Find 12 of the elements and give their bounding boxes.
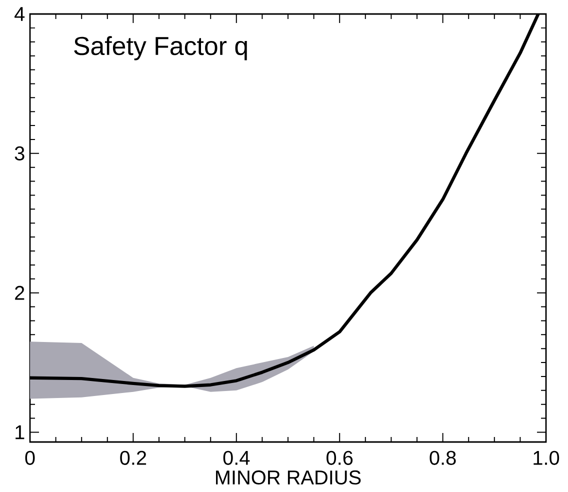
x-axis-title: MINOR RADIUS xyxy=(216,470,361,485)
y-tick-label: 1 xyxy=(16,425,24,440)
x-tick-label: 0.4 xyxy=(223,450,250,465)
x-tick-label: 0.6 xyxy=(326,450,353,465)
y-tick-label: 3 xyxy=(14,146,24,160)
x-tick-label: 1.0 xyxy=(534,450,560,465)
text: Safety Factor q xyxy=(74,36,247,60)
x-tick-label: 0.8 xyxy=(430,450,456,465)
y-tick-label: 4 xyxy=(14,7,25,21)
y-tick-label: 2 xyxy=(15,286,24,300)
x-tick-label: 0 xyxy=(25,450,35,465)
x-tick-label: 0.2 xyxy=(120,450,146,465)
